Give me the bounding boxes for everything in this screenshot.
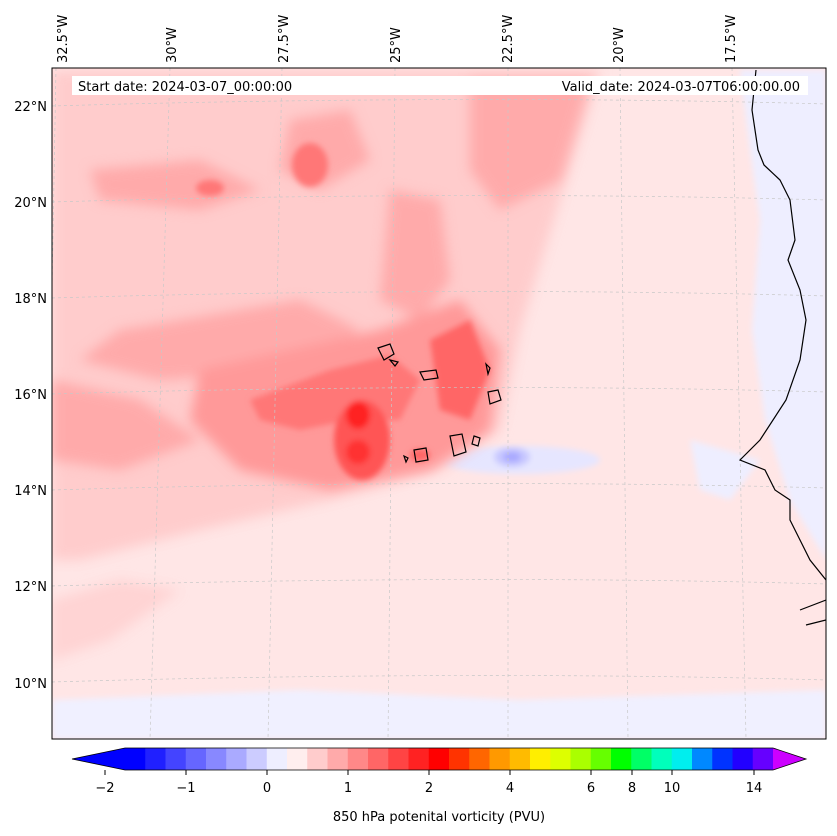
colorbar-segment bbox=[570, 748, 592, 770]
colorbar-ticks: −2 −1 0 1 2 4 6 8 10 14 bbox=[95, 770, 762, 796]
valid-date-label: Valid_date: 2024-03-07T06:00:00.00 bbox=[562, 80, 800, 95]
colorbar-segment bbox=[590, 748, 612, 770]
start-date-label: Start date: 2024-03-07_00:00:00 bbox=[78, 80, 292, 95]
colorbar-segment bbox=[752, 748, 774, 770]
colorbar-segment bbox=[408, 748, 430, 770]
colorbar-segment bbox=[449, 748, 470, 770]
colorbar-extend-min bbox=[72, 748, 125, 770]
colorbar-segment bbox=[388, 748, 409, 770]
colorbar-tick-label: 1 bbox=[344, 781, 352, 796]
colorbar-tick-label: −1 bbox=[176, 781, 195, 796]
colorbar-segment bbox=[530, 748, 551, 770]
colorbar-segment bbox=[489, 748, 511, 770]
lon-label: 30°W bbox=[165, 27, 180, 63]
colorbar-segment bbox=[671, 748, 693, 770]
colorbar-tick-label: 6 bbox=[587, 781, 595, 796]
colorbar-segment bbox=[185, 748, 207, 770]
latitude-labels: 22°N 20°N 18°N 16°N 14°N 12°N 10°N bbox=[14, 100, 47, 692]
colorbar-segment bbox=[165, 748, 187, 770]
colorbar-tick-label: 14 bbox=[746, 781, 763, 796]
colorbar-segment bbox=[469, 748, 490, 770]
lon-label: 32.5°W bbox=[56, 15, 71, 63]
lat-label: 14°N bbox=[14, 484, 47, 499]
lat-label: 12°N bbox=[14, 580, 47, 595]
colorbar-title: 850 hPa potenital vorticity (PVU) bbox=[333, 810, 545, 825]
date-banner bbox=[72, 76, 808, 95]
colorbar-segment bbox=[651, 748, 673, 770]
colorbar-segment bbox=[327, 748, 349, 770]
colorbar-segment bbox=[732, 748, 754, 770]
colorbar-segment bbox=[125, 748, 146, 770]
colorbar bbox=[71, 747, 808, 771]
colorbar-segment bbox=[226, 748, 247, 770]
colorbar-outline bbox=[71, 747, 808, 771]
lon-label: 22.5°W bbox=[501, 15, 516, 63]
negative-pv-field bbox=[52, 70, 826, 739]
longitude-labels: 32.5°W 30°W 27.5°W 25°W 22.5°W 20°W 17.5… bbox=[56, 15, 739, 63]
colorbar-tick-label: −2 bbox=[95, 781, 114, 796]
lon-label: 17.5°W bbox=[724, 15, 739, 63]
colorbar-segment bbox=[509, 748, 531, 770]
colorbar-segment bbox=[145, 748, 166, 770]
colorbar-tick-label: 4 bbox=[506, 781, 514, 796]
colorbar-segment bbox=[428, 748, 450, 770]
map-area bbox=[52, 68, 826, 739]
lon-label: 25°W bbox=[389, 27, 404, 63]
colorbar-segment bbox=[266, 748, 288, 770]
colorbar-tick-label: 10 bbox=[664, 781, 681, 796]
colorbar-extend-max bbox=[773, 748, 806, 770]
colorbar-segment bbox=[347, 748, 369, 770]
lon-label: 20°W bbox=[612, 27, 627, 63]
map-frame bbox=[51, 67, 827, 740]
colorbar-tick-label: 8 bbox=[628, 781, 636, 796]
lat-label: 20°N bbox=[14, 196, 47, 211]
lat-label: 18°N bbox=[14, 292, 47, 307]
colorbar-segment bbox=[631, 748, 652, 770]
colorbar-segment bbox=[550, 748, 571, 770]
colorbar-segment bbox=[246, 748, 268, 770]
lat-label: 22°N bbox=[14, 100, 47, 115]
gridlines bbox=[52, 68, 826, 739]
lat-label: 10°N bbox=[14, 677, 47, 692]
colorbar-segment bbox=[307, 748, 328, 770]
colorbar-segment bbox=[287, 748, 308, 770]
colorbar-segment bbox=[206, 748, 227, 770]
lon-label: 27.5°W bbox=[277, 15, 292, 63]
colorbar-segment bbox=[692, 748, 713, 770]
lat-label: 16°N bbox=[14, 388, 47, 403]
colorbar-tick-label: 0 bbox=[263, 781, 271, 796]
colorbar-segment bbox=[611, 748, 632, 770]
colorbar-segment bbox=[712, 748, 733, 770]
colorbar-segment bbox=[368, 748, 389, 770]
coastline bbox=[377, 69, 826, 626]
pv-field-strong bbox=[196, 143, 490, 480]
colorbar-tick-label: 2 bbox=[425, 781, 433, 796]
